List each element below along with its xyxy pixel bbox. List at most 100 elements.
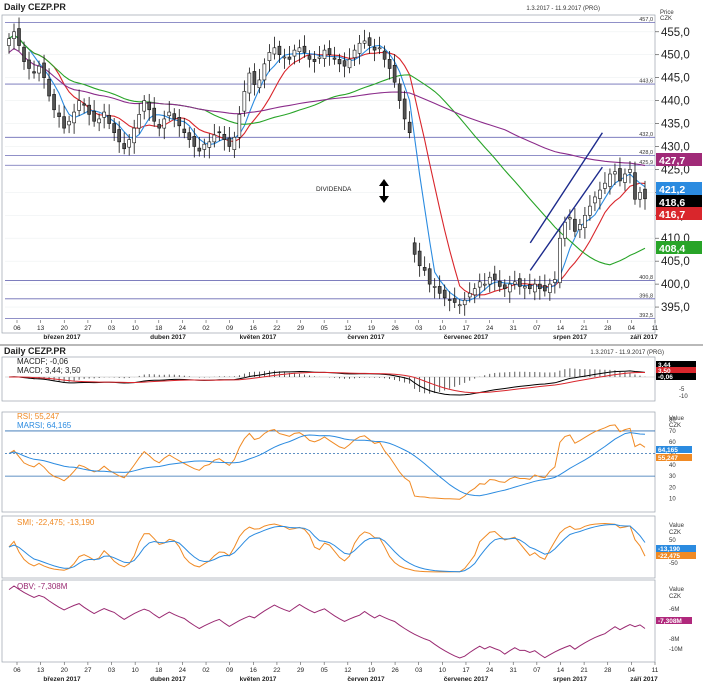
level-label-0: 457,0	[639, 17, 653, 23]
bottom-x-tick-label-23: 14	[557, 667, 565, 674]
main-x-tick-label-20: 24	[486, 325, 494, 332]
candle-body-100	[507, 283, 512, 293]
bottom-x-tick-label-3: 27	[84, 667, 92, 674]
main-date-axis: 06 13 20 27 03 10 18 24 02 09 16 22 29 05 12 19 26 03 10 17…	[13, 320, 659, 341]
macd-legend: MACD; 3,44; 3,50	[17, 366, 81, 375]
price-axis-title-2: CZK	[660, 16, 672, 22]
candle-body-51	[262, 63, 267, 81]
bottom-x-tick-label-10: 16	[250, 667, 258, 674]
candle-body-122	[618, 168, 622, 182]
rsi-line	[8, 424, 646, 500]
candle-body-19	[102, 111, 106, 118]
bottom-x-month-label-4: červenec 2017	[444, 676, 489, 683]
bottom-x-tick-label-18: 10	[439, 667, 447, 674]
level-label-7: 392,5	[639, 313, 653, 319]
main-grid	[5, 31, 655, 308]
panel-frame-1	[1, 356, 656, 402]
candle-body-39	[202, 143, 207, 150]
candle-body-44	[227, 137, 232, 147]
main-x-tick-label-8: 02	[202, 325, 210, 332]
price-tick-label-8: 435,0	[661, 119, 690, 131]
bottom-x-tick-label-6: 18	[155, 667, 163, 674]
candle-body-71	[362, 40, 367, 44]
main-x-tick-label-22: 07	[533, 325, 541, 332]
smi-signal-line	[8, 523, 646, 573]
main-x-tick-label-13: 05	[321, 325, 329, 332]
main-x-tick-label-6: 18	[155, 325, 163, 332]
macd-panel-title: Daily CEZP.PR	[4, 346, 66, 356]
candle-body-53	[272, 47, 277, 55]
rsi-tick-label-7: 10	[669, 497, 676, 503]
candle-body-114	[578, 224, 582, 231]
candle-body-97	[492, 273, 497, 280]
bottom-x-tick-label-26: 04	[628, 667, 636, 674]
price-tick-label-10: 445,0	[661, 73, 690, 85]
level-label-3: 428,0	[639, 150, 653, 156]
candle-body-56	[287, 56, 292, 60]
candle-body-10	[57, 112, 61, 117]
obv-line	[8, 585, 646, 659]
main-x-tick-label-12: 29	[297, 325, 305, 332]
candle-body-101	[512, 281, 517, 285]
candle-body-124	[628, 169, 632, 173]
candle-body-28	[147, 101, 152, 111]
candle-body-126	[638, 192, 642, 200]
main-x-tick-label-25: 28	[604, 325, 612, 332]
candle-body-77	[392, 64, 397, 83]
candle-body-90	[457, 304, 462, 307]
bottom-x-month-label-0: březen 2017	[43, 676, 81, 683]
main-x-month-label-2: květen 2017	[240, 334, 277, 341]
candle-body-127	[643, 188, 647, 200]
main-x-tick-label-7: 24	[179, 325, 187, 332]
candle-body-108	[548, 283, 552, 293]
candle-body-6	[37, 65, 41, 74]
rsi-tick-label-2: 60	[669, 440, 676, 446]
candle-body-40	[207, 141, 212, 148]
candle-body-50	[257, 79, 262, 89]
smi-tag-label-1: -22,475	[658, 553, 680, 560]
candle-body-60	[307, 55, 312, 60]
rsi-tag-1	[656, 454, 692, 461]
macd-tag-0	[656, 361, 696, 368]
candle-body-23	[122, 143, 126, 150]
candle-body-112	[568, 217, 572, 220]
main-x-tick-label-14: 12	[344, 325, 352, 332]
smi-tag-1	[656, 552, 696, 559]
marsi-legend: MARSI; 64,165	[17, 421, 72, 430]
last-value-label-4: 408,4	[659, 243, 685, 255]
trend-line-0	[529, 132, 603, 244]
candle-body-86	[437, 286, 442, 294]
candle-body-55	[282, 56, 287, 59]
bottom-x-tick-label-12: 29	[297, 667, 305, 674]
smi-tick-label-1: -50	[669, 561, 678, 567]
dividend-arrow-icon	[379, 179, 389, 203]
candle-body-84	[427, 268, 432, 285]
price-tick-label-1: 400,0	[661, 279, 690, 291]
candle-body-25	[132, 127, 136, 144]
smi-tag-label-0: -13,190	[658, 546, 680, 553]
smi-axis-title-1: Value	[669, 523, 685, 529]
candle-body-118	[598, 189, 602, 199]
main-date-range: 1.3.2017 - 11.9.2017 (PRG)	[526, 6, 600, 12]
candle-body-111	[563, 221, 567, 239]
main-x-tick-label-24: 21	[580, 325, 588, 332]
bottom-x-tick-label-14: 12	[344, 667, 352, 674]
candle-body-12	[67, 120, 71, 126]
candle-body-96	[487, 276, 492, 285]
macd-tag-1	[656, 367, 696, 374]
candle-body-102	[518, 278, 522, 287]
candle-body-88	[447, 299, 452, 301]
candle-body-74	[377, 47, 382, 50]
main-x-tick-label-9: 09	[226, 325, 234, 332]
candle-body-95	[482, 283, 487, 286]
candle-body-66	[337, 58, 342, 65]
candle-body-93	[472, 288, 477, 296]
candle-body-61	[312, 58, 317, 62]
candle-body-18	[97, 118, 101, 124]
main-x-tick-label-4: 03	[108, 325, 116, 332]
bottom-x-tick-label-1: 13	[37, 667, 45, 674]
bottom-x-tick-label-19: 17	[462, 667, 470, 674]
dividend-annotation: DIVIDENDA	[316, 186, 352, 193]
